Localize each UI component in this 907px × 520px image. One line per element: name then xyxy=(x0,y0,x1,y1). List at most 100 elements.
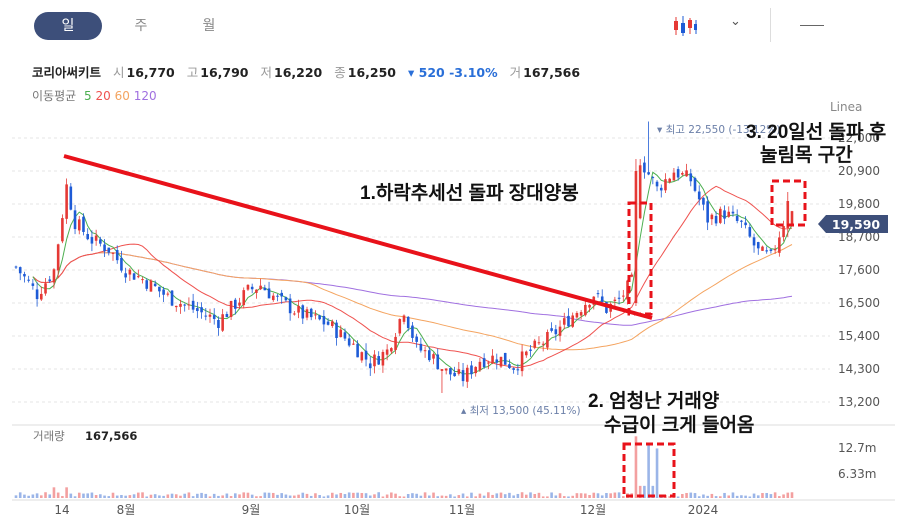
volume-bar xyxy=(474,496,477,498)
volume-bar xyxy=(394,493,397,498)
candle-body xyxy=(255,289,258,293)
price-tick-label: 18,700 xyxy=(838,230,880,244)
candle-body xyxy=(643,162,646,173)
candle-body xyxy=(491,355,494,364)
volume-bar xyxy=(250,494,254,498)
ma-120[interactable]: 120 xyxy=(133,89,157,103)
candle-body xyxy=(541,343,545,345)
volume-bar xyxy=(343,494,347,498)
line-tool-icon[interactable] xyxy=(800,25,824,26)
volume-bar xyxy=(512,495,515,498)
candle-body xyxy=(238,302,241,306)
volume-bar xyxy=(689,492,693,498)
volume-bar xyxy=(137,492,140,498)
candle-body xyxy=(508,364,511,369)
volume-bar xyxy=(638,485,642,498)
candle-body xyxy=(727,211,731,217)
ma-20-line xyxy=(32,185,793,369)
volume-bar xyxy=(655,448,659,498)
candle-body xyxy=(305,309,309,318)
volume-bar xyxy=(508,492,511,498)
candle-body xyxy=(158,286,161,292)
volume-bar xyxy=(69,493,73,498)
chevron-down-icon[interactable]: ⌄ xyxy=(730,14,741,29)
volume-bar xyxy=(280,493,283,498)
candle-body xyxy=(246,284,250,290)
tab-week[interactable]: 주 xyxy=(134,18,148,34)
candle-body xyxy=(735,215,739,221)
candle-body xyxy=(394,336,397,350)
candle-body xyxy=(385,349,389,355)
volume-bar xyxy=(584,493,587,498)
ma-20[interactable]: 20 xyxy=(95,89,111,103)
volume-bar xyxy=(52,487,56,498)
volume-bar xyxy=(153,494,157,498)
candle-body xyxy=(212,315,216,319)
candle-body xyxy=(752,237,756,246)
volume-bar xyxy=(735,495,739,498)
price-tick-label: 13,200 xyxy=(838,395,880,409)
volume-bar xyxy=(685,492,688,498)
candle-body xyxy=(77,219,81,231)
volume-bar xyxy=(120,495,123,498)
volume-panel-value: 167,566 xyxy=(85,429,137,443)
candle-body xyxy=(90,237,94,244)
chart-toolbar: 일 주 월 ⌄ xyxy=(0,0,907,50)
volume-bar xyxy=(331,492,334,498)
volume-bar xyxy=(86,493,89,498)
candle-body xyxy=(196,308,199,312)
candle-body xyxy=(693,177,697,191)
candle-body xyxy=(128,269,132,275)
volume-bar xyxy=(617,492,621,498)
candle-body xyxy=(347,338,351,346)
price-tick-label: 15,400 xyxy=(838,329,880,343)
volume-bar xyxy=(778,496,781,498)
candle-body xyxy=(145,280,149,289)
candle-body xyxy=(748,227,752,237)
volume-bar xyxy=(301,492,305,498)
candle-body xyxy=(276,295,279,297)
volume-bar xyxy=(516,493,520,498)
current-price-tag: 19,590 xyxy=(818,215,888,233)
volume-bar xyxy=(529,492,532,498)
ma-60[interactable]: 60 xyxy=(114,89,130,103)
tab-day[interactable]: 일 xyxy=(34,12,102,40)
volume-bar xyxy=(457,495,461,498)
candle-body xyxy=(331,321,334,326)
candle-body xyxy=(659,187,663,191)
candle-body xyxy=(723,210,726,219)
candle-body xyxy=(137,276,140,278)
volume-bar xyxy=(592,492,596,498)
volume-bar xyxy=(364,493,368,498)
ma-5[interactable]: 5 xyxy=(84,89,92,103)
candle-body xyxy=(588,304,591,308)
volume-bar xyxy=(377,492,380,498)
candle-body xyxy=(702,197,705,205)
candle-body xyxy=(613,299,617,301)
volume-bar xyxy=(288,495,292,498)
volume-bar xyxy=(132,494,136,498)
candle-body xyxy=(259,285,262,290)
volume-bar xyxy=(267,492,271,498)
volume-bar xyxy=(537,492,541,498)
volume-bar xyxy=(141,492,144,498)
candle-body xyxy=(280,292,283,297)
candle-body xyxy=(86,234,89,240)
candle-body xyxy=(571,315,574,327)
candle-body xyxy=(343,332,347,339)
candlestick-icon[interactable] xyxy=(672,14,698,38)
ma-label: 이동평균 xyxy=(32,89,77,103)
volume-bar xyxy=(82,493,85,498)
volume-bar xyxy=(402,496,406,498)
tab-month[interactable]: 월 xyxy=(202,18,216,34)
candle-body xyxy=(31,283,35,286)
volume-bar xyxy=(128,495,132,498)
candle-body xyxy=(373,354,376,367)
volume-bar xyxy=(174,494,178,498)
candle-body xyxy=(221,314,224,331)
stock-name: 코리아써키트 xyxy=(32,65,102,80)
candle-body xyxy=(503,352,507,365)
volume-bar xyxy=(339,492,343,498)
candle-body xyxy=(318,315,321,320)
